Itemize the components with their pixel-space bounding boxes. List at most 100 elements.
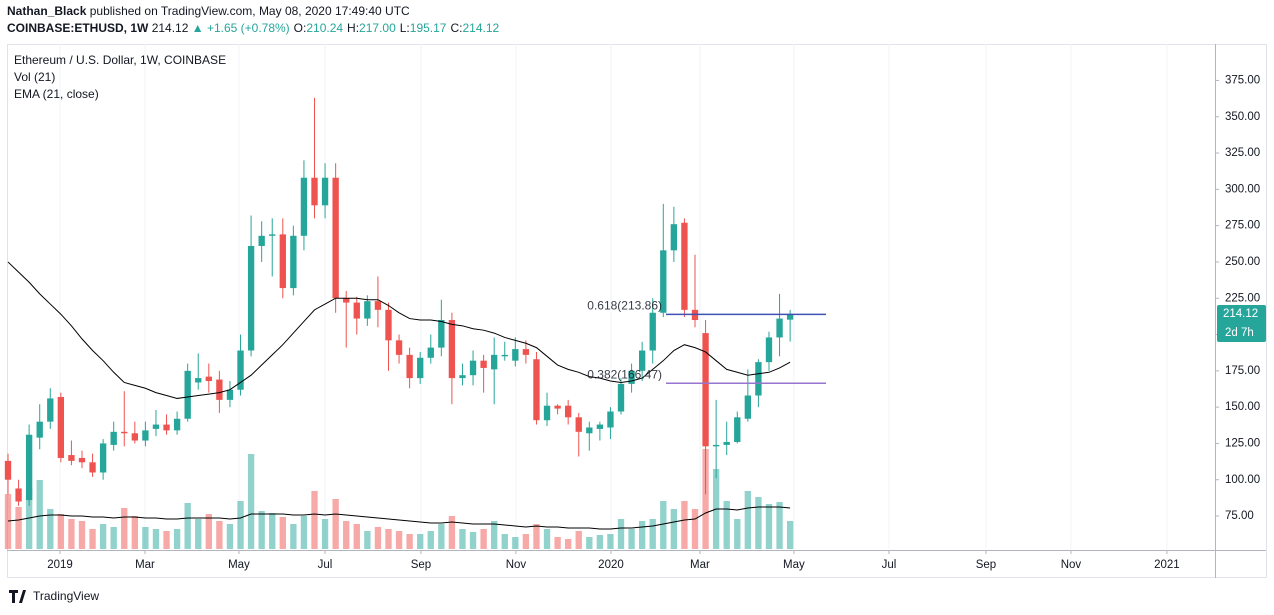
volume-bar	[554, 537, 561, 549]
volume-bar	[586, 537, 593, 549]
candle-body	[269, 234, 276, 236]
last: 214.12	[152, 21, 189, 35]
fib-label: 0.382(166.47)	[587, 367, 662, 381]
volume-bar	[237, 501, 244, 549]
candle-body	[99, 443, 107, 473]
x-tick-label: Sep	[411, 559, 431, 571]
volume-bar	[575, 531, 582, 549]
y-tick-label: 250.00	[1225, 256, 1260, 268]
ohlc: O:210.24 H:217.00 L:195.17 C:214.12	[294, 21, 500, 35]
volume-bar	[195, 519, 202, 549]
volume-bar	[89, 529, 96, 549]
candle-body	[300, 177, 308, 236]
volume-bar	[57, 514, 65, 549]
volume-bar	[417, 534, 424, 549]
x-tick-label: 2019	[47, 559, 73, 571]
candle-body	[321, 177, 329, 206]
candle-body	[448, 320, 456, 379]
volume-bar	[638, 521, 646, 549]
candle-body	[438, 320, 445, 348]
x-tick-label: Sep	[976, 559, 996, 571]
last-price-label: 214.12	[1223, 308, 1258, 320]
volume-bar	[660, 501, 667, 549]
candle-body	[607, 411, 614, 428]
candle-body	[311, 177, 318, 206]
y-tick-label: 100.00	[1225, 474, 1260, 486]
candle-body	[660, 250, 667, 313]
candle-body	[142, 430, 149, 441]
volume-bar	[744, 491, 752, 549]
volume-bar	[480, 529, 487, 549]
y-tick-label: 175.00	[1225, 365, 1260, 377]
candle-body	[543, 405, 551, 421]
y-tick-label: 275.00	[1225, 220, 1260, 232]
volume-bar	[691, 509, 699, 549]
candle-body	[47, 398, 54, 422]
volume-bar	[459, 529, 466, 549]
volume-bar	[142, 527, 149, 549]
volume-bar	[776, 502, 783, 549]
y-tick-label: 350.00	[1225, 111, 1260, 123]
candle-body	[406, 354, 413, 379]
ohlc-label: O:	[294, 21, 307, 35]
volume-bar	[734, 519, 741, 549]
y-tick-label: 125.00	[1225, 437, 1260, 449]
header-line: Nathan_Black published on TradingView.co…	[7, 4, 410, 18]
x-tick-label: 2021	[1154, 559, 1180, 571]
candle-body	[712, 444, 720, 447]
countdown: 2d 7h	[1225, 327, 1254, 339]
ohlc-label: H:	[347, 21, 359, 35]
volume-bar	[755, 497, 762, 549]
volume-bar	[121, 508, 128, 549]
candle-body	[152, 424, 160, 429]
ohlc-value: 214.12	[462, 21, 499, 35]
candle-body	[469, 360, 477, 376]
volume-ema-line	[7, 506, 791, 530]
logo-mark	[9, 590, 26, 603]
legend-ema: EMA (21, close)	[14, 87, 99, 101]
candle-body	[15, 488, 22, 502]
fib-label: 0.618(213.86)	[587, 299, 662, 313]
candle-body	[681, 222, 688, 310]
volume-bar	[786, 521, 794, 549]
volume-bar	[15, 507, 22, 549]
candle-body	[205, 376, 212, 382]
legend-title: Ethereum / U.S. Dollar, 1W, COINBASE	[14, 53, 226, 67]
y-tick-label: 150.00	[1225, 401, 1260, 413]
volume-bar	[4, 494, 12, 549]
volume-bar	[617, 519, 625, 549]
volume-bar	[247, 454, 255, 549]
volume-bar	[681, 501, 688, 549]
volume-bar	[290, 524, 297, 549]
candle-body	[459, 375, 466, 379]
candle-body	[353, 302, 360, 319]
x-tick-label: Mar	[135, 559, 155, 571]
candle-body	[776, 318, 783, 338]
volume-bar	[131, 516, 139, 549]
ohlc-value: 210.24	[306, 21, 343, 35]
volume-bar	[269, 513, 276, 549]
candle-body	[522, 349, 530, 355]
volume-bar	[438, 524, 445, 549]
y-tick-label: 225.00	[1225, 292, 1260, 304]
volume-bar	[216, 521, 223, 549]
published: published on TradingView.com, May 08, 20…	[90, 4, 410, 18]
volume-bar	[311, 491, 318, 549]
candle-body	[184, 370, 191, 419]
ohlc-label: C:	[450, 21, 462, 35]
candle-body	[596, 424, 604, 429]
volume-bar	[343, 521, 350, 549]
volume-bar	[110, 527, 117, 549]
ohlc-label: L:	[400, 21, 410, 35]
volume-bar	[385, 529, 392, 549]
volume-bar	[25, 489, 33, 549]
candle-body	[617, 383, 625, 412]
x-tick-label: Jul	[318, 559, 333, 571]
candle-body	[533, 359, 540, 421]
y-tick-label: 375.00	[1225, 74, 1260, 86]
candle-body	[237, 350, 244, 390]
candle-body	[417, 357, 424, 379]
volume-bar	[300, 516, 308, 549]
candle-body	[702, 333, 709, 447]
